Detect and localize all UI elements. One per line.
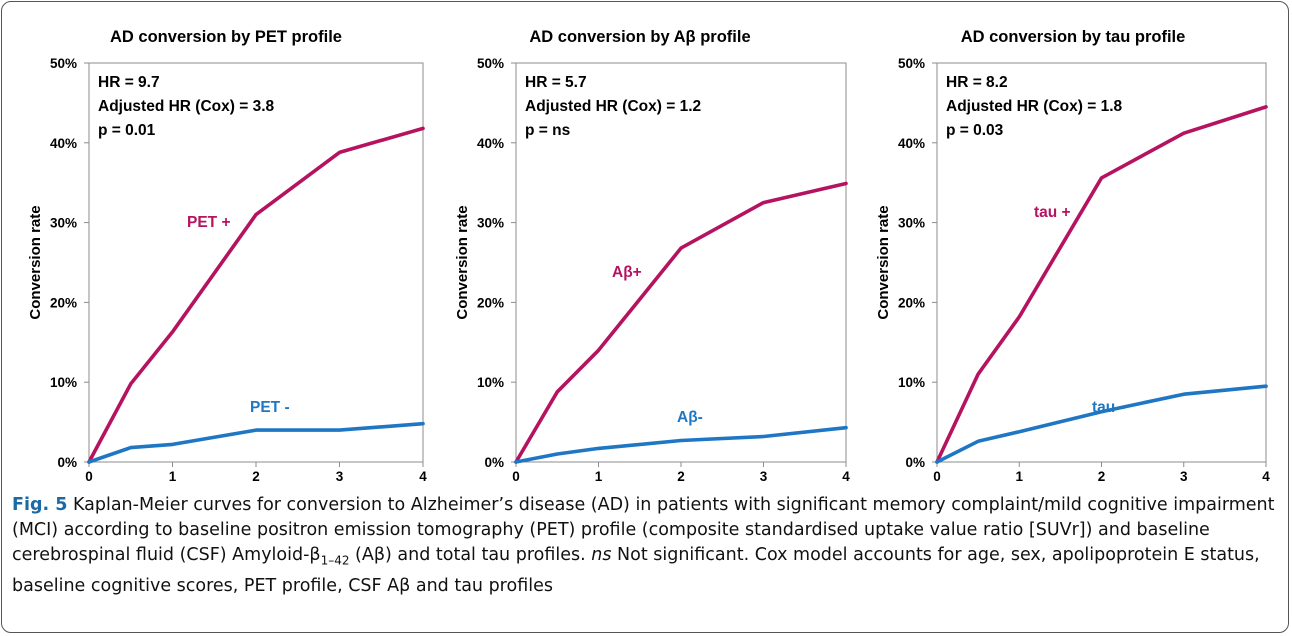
x-tick-label: 3 <box>760 469 768 484</box>
y-tick-label: 30% <box>50 216 77 231</box>
caption-text-part-2: (Aβ) and total tau profiles. <box>349 545 592 565</box>
y-tick-label: 10% <box>898 375 925 390</box>
x-tick-label: 1 <box>1015 469 1023 484</box>
series-line <box>87 421 425 464</box>
stats-annotation: HR = 5.7 <box>525 74 587 91</box>
series-label: Aβ- <box>677 409 703 426</box>
series-label: tau + <box>1034 204 1071 221</box>
x-tick-label: 3 <box>336 469 344 484</box>
y-tick-label: 30% <box>898 216 925 231</box>
y-tick-label: 0% <box>57 455 77 470</box>
y-tick-label: 50% <box>898 56 925 71</box>
stats-annotation: Adjusted HR (Cox) = 1.2 <box>525 98 701 115</box>
series-label: PET - <box>250 399 290 416</box>
y-tick-label: 40% <box>898 136 925 151</box>
caption-subscript: 1–42 <box>320 553 350 568</box>
y-tick-label: 20% <box>50 295 77 310</box>
y-tick-label: 50% <box>50 56 77 71</box>
x-tick-label: 0 <box>512 469 520 484</box>
chart-title: AD conversion by PET profile <box>110 28 342 46</box>
series-label: Aβ+ <box>612 264 642 281</box>
x-tick-label: 1 <box>595 469 603 484</box>
x-tick-label: 2 <box>677 469 685 484</box>
chart-panel-1: AD conversion by PET profile 0% 10% 20% 30% 4… <box>27 28 427 484</box>
series-line <box>514 425 848 464</box>
chart-panel-2: AD conversion by Aβ profile0%10%20%30%40… <box>454 28 850 484</box>
stats-annotation: Adjusted HR (Cox) = 1.8 <box>946 98 1123 115</box>
y-tick-label: 20% <box>477 295 504 310</box>
x-tick-label: 0 <box>85 469 93 484</box>
stats-annotation: HR = 8.2 <box>946 74 1008 91</box>
series-line <box>935 105 1268 464</box>
x-tick-label: 1 <box>169 469 177 484</box>
y-axis-label: Conversion rate <box>454 205 471 319</box>
y-tick-label: 50% <box>477 56 504 71</box>
caption-figure-label: Fig. 5 <box>12 495 68 515</box>
y-tick-label: 40% <box>50 136 77 151</box>
y-tick-label: 10% <box>50 375 77 390</box>
x-tick-label: 2 <box>252 469 260 484</box>
series-line <box>87 126 425 464</box>
chart-title: AD conversion by tau profile <box>961 28 1186 46</box>
x-tick-label: 4 <box>1262 469 1270 484</box>
y-tick-label: 40% <box>477 136 504 151</box>
stats-annotation: p = 0.03 <box>946 122 1004 139</box>
stats-annotation: p = 0.01 <box>98 122 156 139</box>
x-tick-label: 0 <box>933 469 941 484</box>
x-tick-label: 3 <box>1180 469 1188 484</box>
x-tick-label: 4 <box>842 469 850 484</box>
series-label: PET + <box>187 214 231 231</box>
caption-text-part-3: Not significant. Cox model accounts for … <box>12 545 1260 596</box>
y-axis-label: Conversion rate <box>27 205 44 319</box>
stats-annotation: Adjusted HR (Cox) = 3.8 <box>98 98 275 115</box>
y-axis-label: Conversion rate <box>875 205 892 319</box>
stats-annotation: p = ns <box>525 122 570 139</box>
figure-panels: AD conversion by PET profile0%10%20%30%4… <box>27 28 1270 484</box>
series-line <box>935 384 1268 464</box>
caption-ns-abbrev: ns <box>591 545 612 565</box>
y-tick-label: 0% <box>484 455 504 470</box>
y-tick-label: 30% <box>477 216 504 231</box>
caption-text-part-1: Kaplan-Meier curves for conversion to Al… <box>12 495 1275 565</box>
y-tick-label: 0% <box>905 455 925 470</box>
stats-annotation: HR = 9.7 <box>98 74 160 91</box>
x-tick-label: 4 <box>419 469 427 484</box>
chart-title: AD conversion by Aβ profile <box>529 28 750 46</box>
y-tick-label: 20% <box>898 295 925 310</box>
figure-caption: Fig. 5 Kaplan-Meier curves for conversio… <box>12 493 1278 599</box>
y-tick-label: 10% <box>477 375 504 390</box>
series-label: tau - <box>1092 399 1125 416</box>
chart-panel-3: AD conversion by tau profile 0% 10% 20% 30% 4… <box>875 28 1270 484</box>
series-line <box>514 181 848 464</box>
x-tick-label: 2 <box>1098 469 1106 484</box>
